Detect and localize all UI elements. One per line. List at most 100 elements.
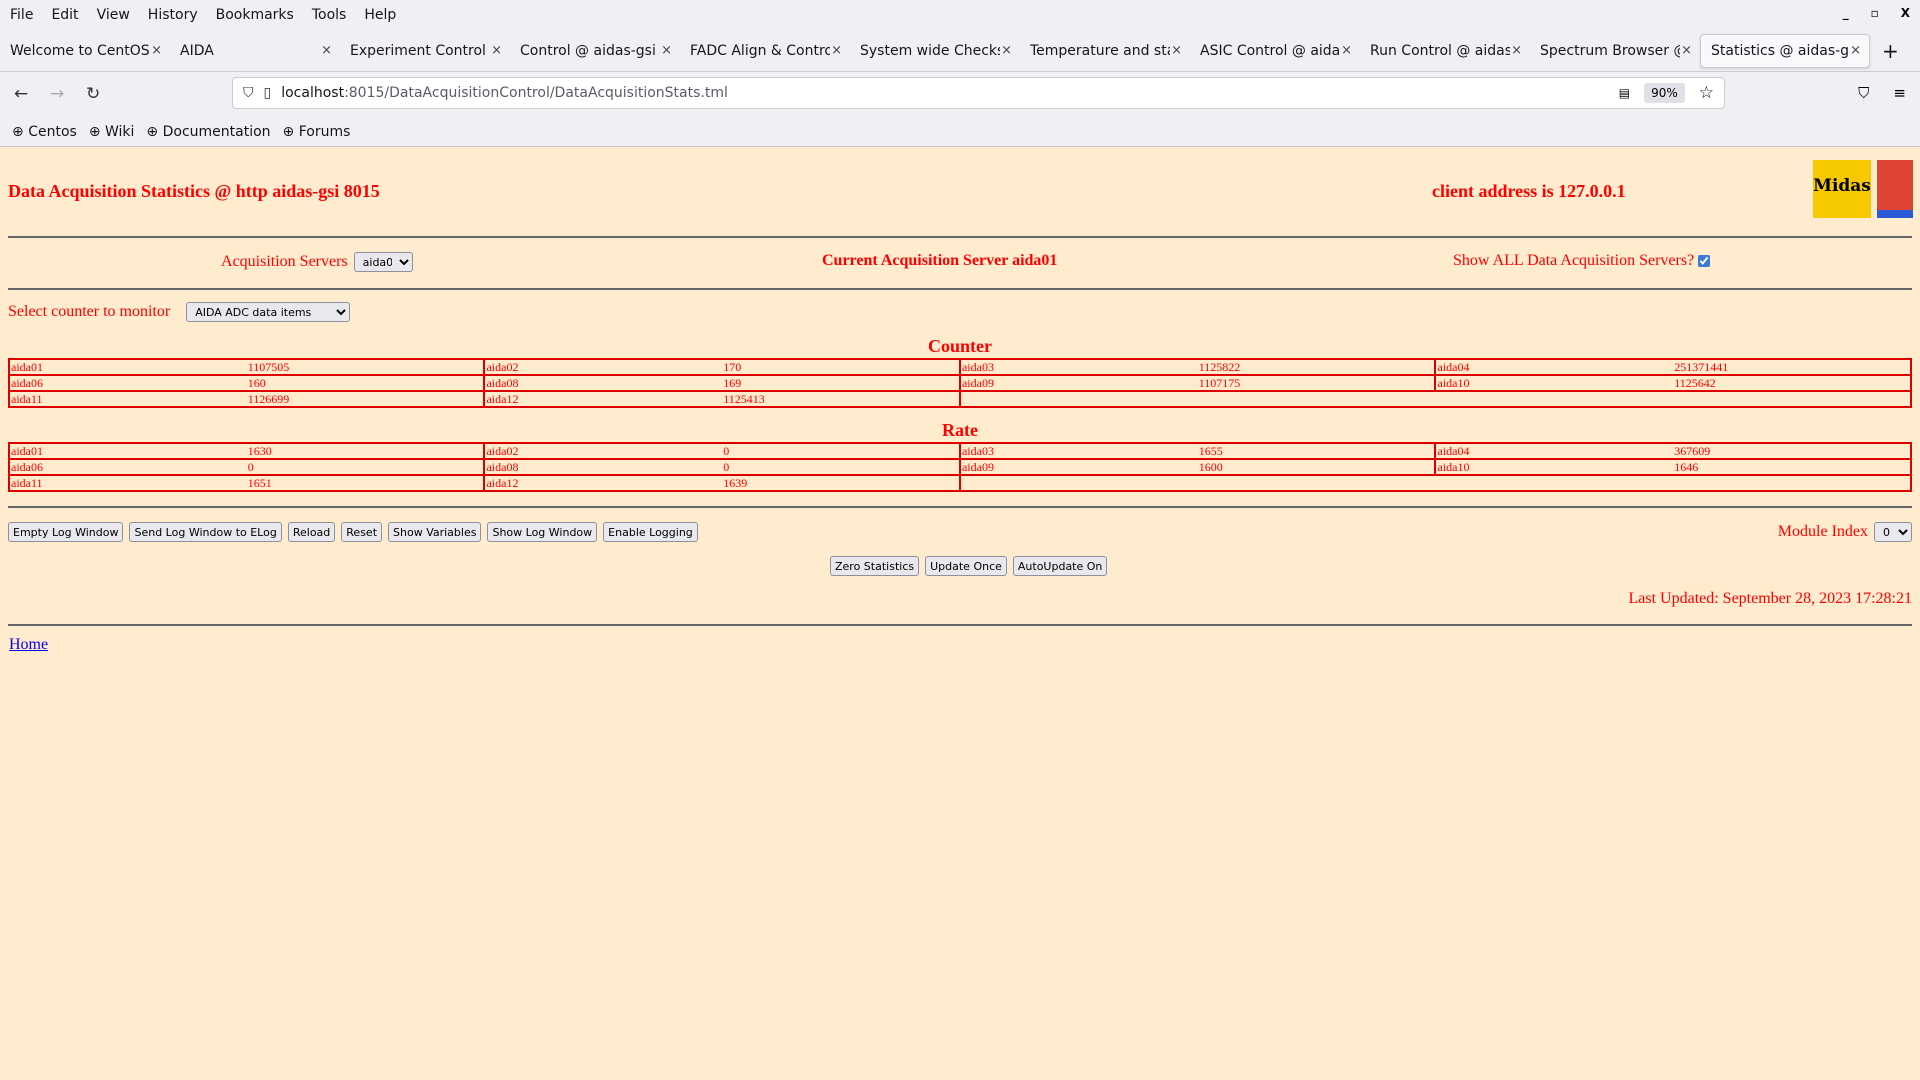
- tab-strip: Welcome to CentOS × AIDA × Experiment Contro…: [0, 30, 1920, 72]
- enable-logging-button[interactable]: Enable Logging: [603, 522, 698, 542]
- close-tab-icon[interactable]: ×: [831, 43, 842, 58]
- close-tab-icon[interactable]: ×: [1001, 43, 1012, 58]
- counter-select[interactable]: AIDA ADC data items: [186, 302, 351, 322]
- show-all-checkbox[interactable]: [1698, 255, 1711, 267]
- hamburger-menu-icon[interactable]: ≡: [1893, 84, 1906, 102]
- bookmark-label: Centos: [28, 123, 77, 140]
- menu-help[interactable]: Help: [364, 7, 397, 23]
- tab-3[interactable]: Control @ aidas-gsi ×: [510, 34, 680, 68]
- server-name: aida04: [1434, 442, 1674, 460]
- rate-heading: Rate: [942, 420, 978, 440]
- tab-7[interactable]: ASIC Control @ aidas ×: [1190, 34, 1360, 68]
- server-name: aida12: [483, 390, 723, 408]
- tab-1[interactable]: AIDA ×: [170, 34, 340, 68]
- pocket-icon[interactable]: ⛉: [1858, 84, 1870, 102]
- bookmark-documentation[interactable]: ⊕ Documentation: [146, 124, 270, 140]
- bookmark-centos[interactable]: ⊕ Centos: [12, 124, 77, 140]
- server-name: aida01: [8, 358, 247, 376]
- module-index-select[interactable]: 0: [1874, 522, 1912, 542]
- server-value: 0: [722, 442, 960, 460]
- tcl-powered-logo: [1877, 160, 1913, 218]
- tab-label: Temperature and stat: [1030, 42, 1170, 59]
- bookmark-star-icon[interactable]: ☆: [1698, 83, 1714, 103]
- server-value: 367609: [1673, 442, 1911, 460]
- home-link[interactable]: Home: [9, 636, 49, 653]
- menu-bookmarks[interactable]: Bookmarks: [215, 7, 294, 23]
- menu-history[interactable]: History: [147, 7, 198, 23]
- url-bar[interactable]: ⛉ ▯ localhost:8015/DataAcquisitionContro…: [232, 77, 1725, 109]
- tab-4[interactable]: FADC Align & Contro ×: [680, 34, 850, 68]
- globe-icon: ⊕: [282, 123, 299, 140]
- server-name: aida04: [1434, 358, 1674, 376]
- empty-log-window-button[interactable]: Empty Log Window: [8, 522, 124, 542]
- show-log-window-button[interactable]: Show Log Window: [487, 522, 598, 542]
- acquisition-server-select[interactable]: aida01: [353, 252, 413, 272]
- tab-5[interactable]: System wide Checks ×: [850, 34, 1020, 68]
- globe-icon: ⊕: [12, 123, 29, 140]
- tab-10[interactable]: Statistics @ aidas-gsi ×: [1700, 33, 1870, 68]
- close-tab-icon[interactable]: ×: [1341, 43, 1352, 58]
- show-variables-button[interactable]: Show Variables: [388, 522, 482, 542]
- tab-label: Run Control @ aidas-: [1370, 42, 1510, 59]
- server-name: aida03: [958, 358, 1198, 376]
- bookmark-wiki[interactable]: ⊕ Wiki: [89, 124, 135, 140]
- close-tab-icon[interactable]: ×: [151, 43, 162, 58]
- bookmark-forums[interactable]: ⊕ Forums: [283, 124, 351, 140]
- send-log-window-to-elog-button[interactable]: Send Log Window to ELog: [129, 522, 282, 542]
- server-value: 1125822: [1197, 358, 1436, 376]
- tab-label: ASIC Control @ aidas: [1200, 42, 1340, 59]
- zero-statistics-button[interactable]: Zero Statistics: [830, 556, 920, 576]
- close-tab-icon[interactable]: ×: [1850, 43, 1861, 58]
- server-name: aida11: [8, 474, 247, 492]
- close-tab-icon[interactable]: ×: [321, 43, 332, 58]
- menu-view[interactable]: View: [96, 7, 130, 23]
- tab-9[interactable]: Spectrum Browser @ ×: [1530, 34, 1700, 68]
- server-value: 160: [246, 374, 485, 392]
- server-value: 1630: [246, 442, 485, 460]
- forward-icon[interactable]: →: [50, 84, 65, 104]
- menu-file[interactable]: File: [10, 7, 34, 23]
- page-title: Data Acquisition Statistics @ http aidas…: [8, 181, 380, 201]
- zoom-level[interactable]: 90%: [1644, 83, 1685, 103]
- autoupdate-on-button[interactable]: AutoUpdate On: [1012, 556, 1108, 576]
- server-name: aida09: [958, 374, 1198, 392]
- nav-bar: ← → ↻ ⛉ ▯ localhost:8015/DataAcquisition…: [0, 72, 1920, 116]
- divider: [8, 288, 1912, 290]
- reset-button[interactable]: Reset: [341, 522, 383, 542]
- tab-6[interactable]: Temperature and stat ×: [1020, 34, 1190, 68]
- update-once-button[interactable]: Update Once: [925, 556, 1007, 576]
- tab-label: System wide Checks: [860, 42, 1000, 59]
- server-value: 0: [246, 458, 485, 476]
- tab-8[interactable]: Run Control @ aidas- ×: [1360, 34, 1530, 68]
- server-value: 251371441: [1673, 358, 1911, 376]
- maximize-icon[interactable]: ▫: [1870, 6, 1879, 20]
- minimize-icon[interactable]: _: [1842, 6, 1849, 20]
- menu-edit[interactable]: Edit: [51, 7, 79, 23]
- url-host: localhost: [281, 85, 345, 101]
- acquisition-servers-label: Acquisition Servers: [221, 253, 348, 270]
- close-tab-icon[interactable]: ×: [1171, 43, 1182, 58]
- server-name: aida02: [483, 358, 723, 376]
- new-tab-icon[interactable]: +: [1882, 38, 1899, 63]
- server-value: 1651: [246, 474, 485, 492]
- server-name: aida02: [483, 442, 723, 460]
- reload-button[interactable]: Reload: [287, 522, 336, 542]
- close-tab-icon[interactable]: ×: [1681, 43, 1692, 58]
- close-icon[interactable]: X: [1900, 6, 1910, 20]
- close-tab-icon[interactable]: ×: [661, 43, 672, 58]
- close-tab-icon[interactable]: ×: [1511, 43, 1522, 58]
- reader-view-icon[interactable]: ▤: [1618, 86, 1631, 100]
- rate-table: aida01 1630 aida02 0 aida03 1655 aida04 367609 a…: [8, 442, 1912, 492]
- tab-0[interactable]: Welcome to CentOS ×: [0, 34, 170, 68]
- menu-tools[interactable]: Tools: [311, 7, 347, 23]
- counter-heading: Counter: [928, 336, 992, 356]
- tab-label: Welcome to CentOS: [10, 42, 150, 59]
- server-value: 1655: [1197, 442, 1436, 460]
- reload-icon[interactable]: ↻: [86, 84, 101, 104]
- counter-table: aida01 1107505 aida02 170 aida03 1125822 aida0…: [8, 358, 1912, 408]
- back-icon[interactable]: ←: [14, 84, 29, 104]
- close-tab-icon[interactable]: ×: [491, 43, 502, 58]
- show-all-label: Show ALL Data Acquisition Servers?: [1453, 252, 1695, 269]
- tab-2[interactable]: Experiment Control @ ×: [340, 34, 510, 68]
- divider: [8, 236, 1912, 238]
